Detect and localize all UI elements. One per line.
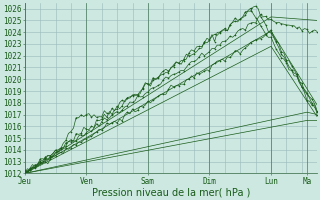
X-axis label: Pression niveau de la mer( hPa ): Pression niveau de la mer( hPa ) [92, 187, 250, 197]
